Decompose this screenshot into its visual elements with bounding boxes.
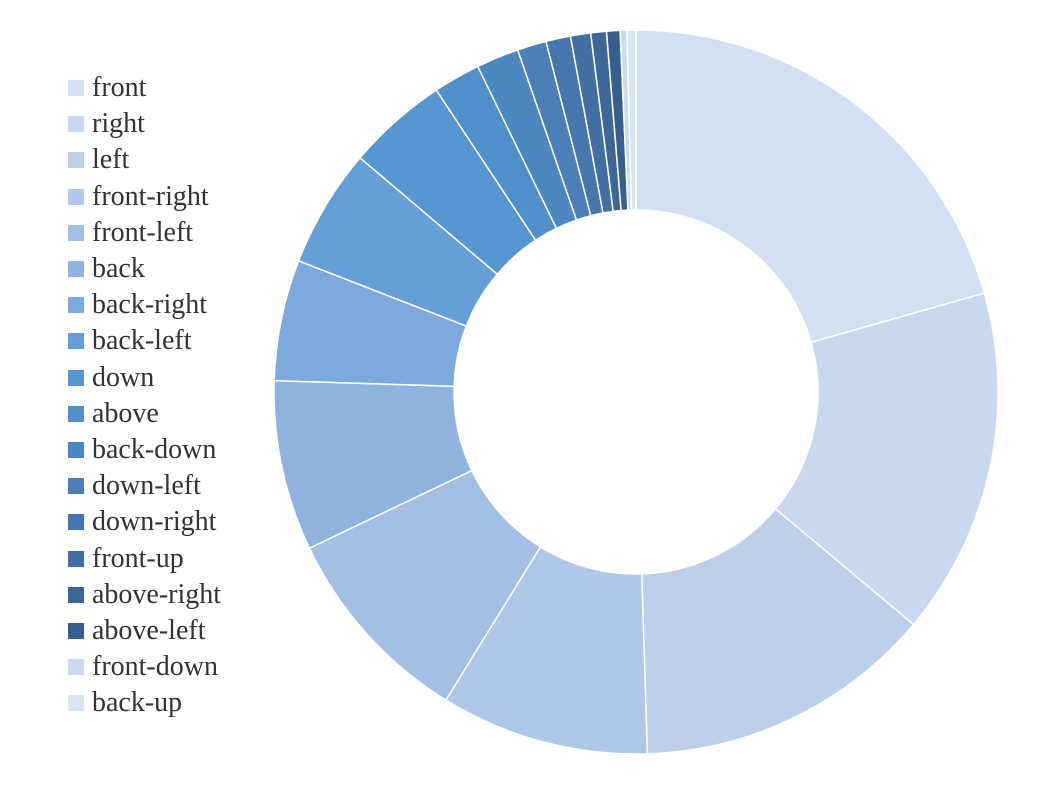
legend-swatch	[68, 405, 84, 422]
legend-item-front-left: front-left	[68, 215, 221, 251]
legend-item-above-left: above-left	[68, 613, 221, 649]
legend-label: front-up	[92, 542, 184, 574]
legend-swatch	[68, 188, 84, 205]
legend-item-front-down: front-down	[68, 649, 221, 685]
legend-label: front	[92, 72, 147, 104]
legend-label: back-left	[92, 325, 192, 357]
legend-label: above-right	[92, 578, 222, 610]
legend-label: right	[92, 108, 145, 140]
legend-swatch	[68, 622, 84, 639]
legend-swatch	[68, 116, 84, 133]
legend-item-front-up: front-up	[68, 540, 221, 576]
legend-label: back	[92, 253, 145, 285]
legend-item-above: above	[68, 396, 221, 432]
legend-swatch	[68, 514, 84, 531]
legend-swatch	[68, 550, 84, 567]
legend-label: above-left	[92, 614, 206, 646]
legend-item-down-right: down-right	[68, 504, 221, 540]
legend-swatch	[68, 261, 84, 278]
legend-label: front-down	[92, 651, 218, 683]
legend-swatch	[68, 152, 84, 169]
legend-item-front-right: front-right	[68, 179, 221, 215]
legend-swatch	[68, 369, 84, 386]
legend-swatch	[68, 659, 84, 676]
legend-swatch	[68, 80, 84, 97]
legend-item-back-left: back-left	[68, 323, 221, 359]
legend-label: down-left	[92, 470, 201, 502]
legend-swatch	[68, 695, 84, 712]
slice-front	[635, 29, 986, 344]
legend-item-right: right	[68, 106, 221, 142]
legend-swatch	[68, 441, 84, 458]
legend-item-back-right: back-right	[68, 287, 221, 323]
legend-label: back-up	[92, 687, 183, 719]
legend-label: left	[92, 144, 130, 176]
legend-item-down: down	[68, 360, 221, 396]
legend-item-down-left: down-left	[68, 468, 221, 504]
legend-label: down-right	[92, 506, 217, 538]
legend: front right left front-right front-left back b…	[68, 70, 221, 721]
legend-item-front: front	[68, 70, 221, 106]
slice-right	[774, 292, 999, 626]
legend-label: front-right	[92, 180, 209, 212]
legend-swatch	[68, 333, 84, 350]
legend-label: above	[92, 397, 159, 429]
legend-swatch	[68, 224, 84, 241]
legend-label: front-left	[92, 216, 194, 248]
legend-label: down	[92, 361, 155, 393]
slice-back-up	[626, 29, 637, 211]
legend-item-back-up: back-up	[68, 685, 221, 721]
legend-item-above-right: above-right	[68, 577, 221, 613]
slice-left	[640, 507, 915, 755]
legend-swatch	[68, 297, 84, 314]
legend-item-left: left	[68, 142, 221, 178]
legend-swatch	[68, 478, 84, 495]
legend-label: back-right	[92, 289, 208, 321]
legend-item-back-down: back-down	[68, 432, 221, 468]
legend-swatch	[68, 586, 84, 603]
legend-item-back: back	[68, 251, 221, 287]
legend-label: back-down	[92, 433, 217, 465]
